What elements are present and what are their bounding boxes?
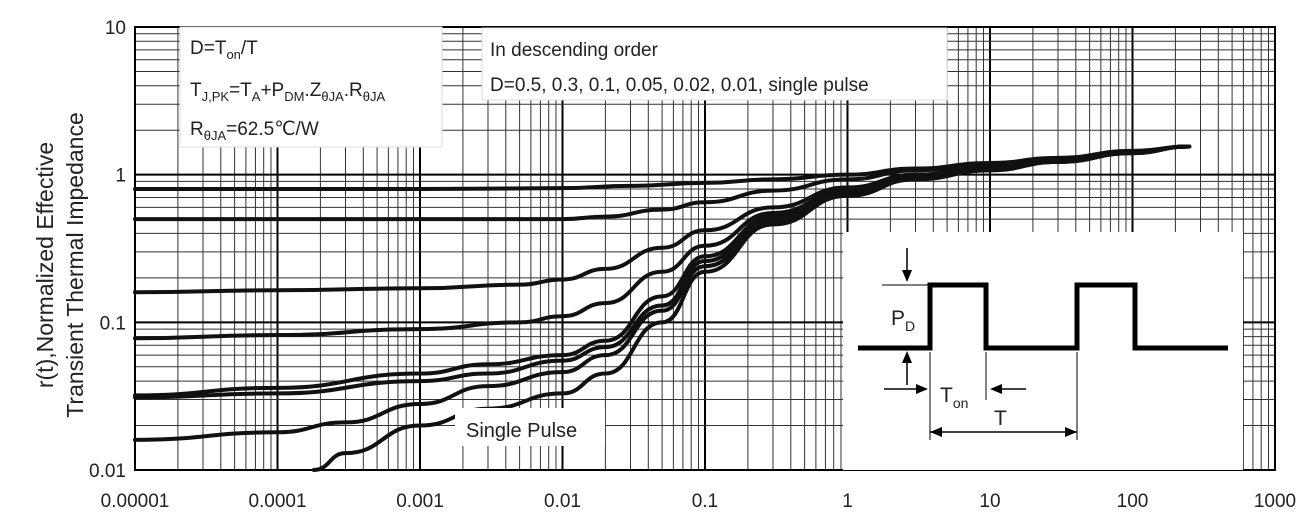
x-tick-label: 10: [979, 491, 1000, 512]
y-tick-labels: 0.01 0.1 1 10: [89, 18, 126, 482]
single-pulse-label-box: Single Pulse: [455, 408, 605, 446]
ton-label: Ton: [940, 384, 968, 411]
x-tick-label: 0.001: [396, 491, 444, 512]
x-tick-label: 0.01: [544, 491, 581, 512]
formula-duty-cycle: D=Ton/T: [190, 38, 258, 62]
formula-box: D=Ton/T TJ,PK=TA+PDM.ZθJA.RθJA RθJA=62.5…: [179, 26, 443, 148]
pulse-diagram-inset: PD Ton T: [843, 232, 1243, 470]
series-group: [133, 144, 1192, 472]
x-tick-label: 0.1: [692, 491, 718, 512]
y-tick-label: 0.1: [100, 313, 126, 334]
x-tick-label: 1000: [1254, 491, 1296, 512]
pulse-waveform: [858, 282, 1228, 351]
x-tick-label: 0.00001: [101, 491, 170, 512]
x-tick-labels: 0.00001 0.0001 0.001 0.01 0.1 1 10 100 1000: [101, 491, 1296, 512]
order-values: D=0.5, 0.3, 0.1, 0.05, 0.02, 0.01, singl…: [490, 75, 869, 96]
y-axis-label: r(t),Normalized Effective Transient Ther…: [0, 0, 88, 418]
y-tick-label: 1: [115, 166, 126, 187]
x-tick-label: 100: [1117, 491, 1149, 512]
t-label: T: [994, 407, 1007, 430]
formula-thermal-resistance: RθJA=62.5℃/W: [190, 119, 319, 143]
order-title: In descending order: [490, 40, 659, 61]
formula-junction-temp: TJ,PK=TA+PDM.ZθJA.RθJA: [190, 80, 385, 104]
plot-frame: [134, 26, 1276, 471]
y-tick-label: 10: [105, 18, 126, 39]
x-tick-label: 1: [842, 491, 853, 512]
series-line-7: [311, 144, 1192, 472]
pd-label: PD: [891, 307, 915, 334]
y-axis-label-line2: Transient Thermal Impedance: [62, 112, 88, 418]
y-axis-label-line1: r(t),Normalized Effective: [32, 141, 58, 389]
x-tick-label: 0.0001: [248, 491, 306, 512]
single-pulse-label: Single Pulse: [466, 420, 577, 442]
order-box: In descending order D=0.5, 0.3, 0.1, 0.0…: [481, 27, 948, 101]
y-tick-label: 0.01: [89, 461, 126, 482]
